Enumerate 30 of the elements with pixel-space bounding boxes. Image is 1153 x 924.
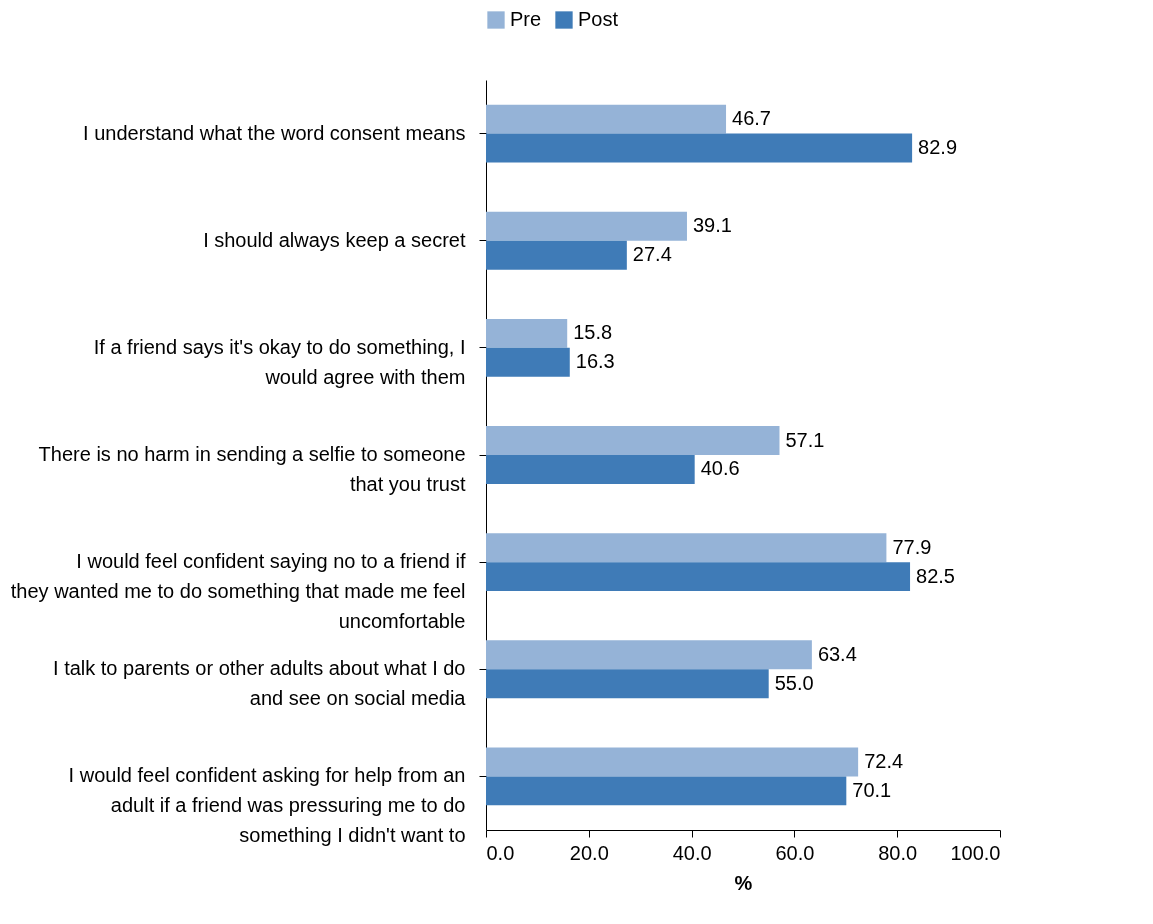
y-tick-label: I should always keep a secret xyxy=(203,228,466,251)
legend-label: Post xyxy=(578,8,619,30)
data-label: 27.4 xyxy=(632,243,672,266)
y-tick-label: I understand what the word consent means xyxy=(83,121,466,144)
data-label: 63.4 xyxy=(817,642,857,665)
y-tick-label: I would feel confident asking for help from an adult if a friend was pressuring me to do something I didn't want to xyxy=(68,764,466,847)
y-tick-label: I would feel confident saying no to a friend if they wanted me to do something that made me feel uncomfortable xyxy=(10,550,466,633)
x-axis-title: % xyxy=(734,871,753,894)
data-label: 82.9 xyxy=(918,136,958,159)
x-tick-label: 60.0 xyxy=(775,841,815,864)
data-label: 40.6 xyxy=(700,457,740,480)
data-label: 55.0 xyxy=(774,671,814,694)
data-label: 57.1 xyxy=(785,428,825,451)
x-tick-label: 0.0 xyxy=(486,841,515,864)
data-label: 15.8 xyxy=(573,321,613,344)
data-label: 77.9 xyxy=(892,535,932,558)
x-tick-label: 40.0 xyxy=(672,841,712,864)
x-tick-label: 100.0 xyxy=(950,841,1001,864)
legend-label: Pre xyxy=(510,8,542,30)
data-label: 39.1 xyxy=(692,214,732,237)
x-tick-label: 20.0 xyxy=(569,841,609,864)
data-label: 16.3 xyxy=(575,350,615,373)
y-tick-label: If a friend says it's okay to do something, I would agree with them xyxy=(93,335,466,388)
data-label: 46.7 xyxy=(732,107,771,130)
x-tick-label: 80.0 xyxy=(878,841,918,864)
data-label: 72.4 xyxy=(864,749,904,772)
data-label: 70.1 xyxy=(852,778,892,801)
data-label: 82.5 xyxy=(916,564,955,587)
y-tick-label: I talk to parents or other adults about what I do and see on social media xyxy=(53,657,467,710)
y-tick-label: There is no harm in sending a selfie to someone that you trust xyxy=(38,443,466,495)
